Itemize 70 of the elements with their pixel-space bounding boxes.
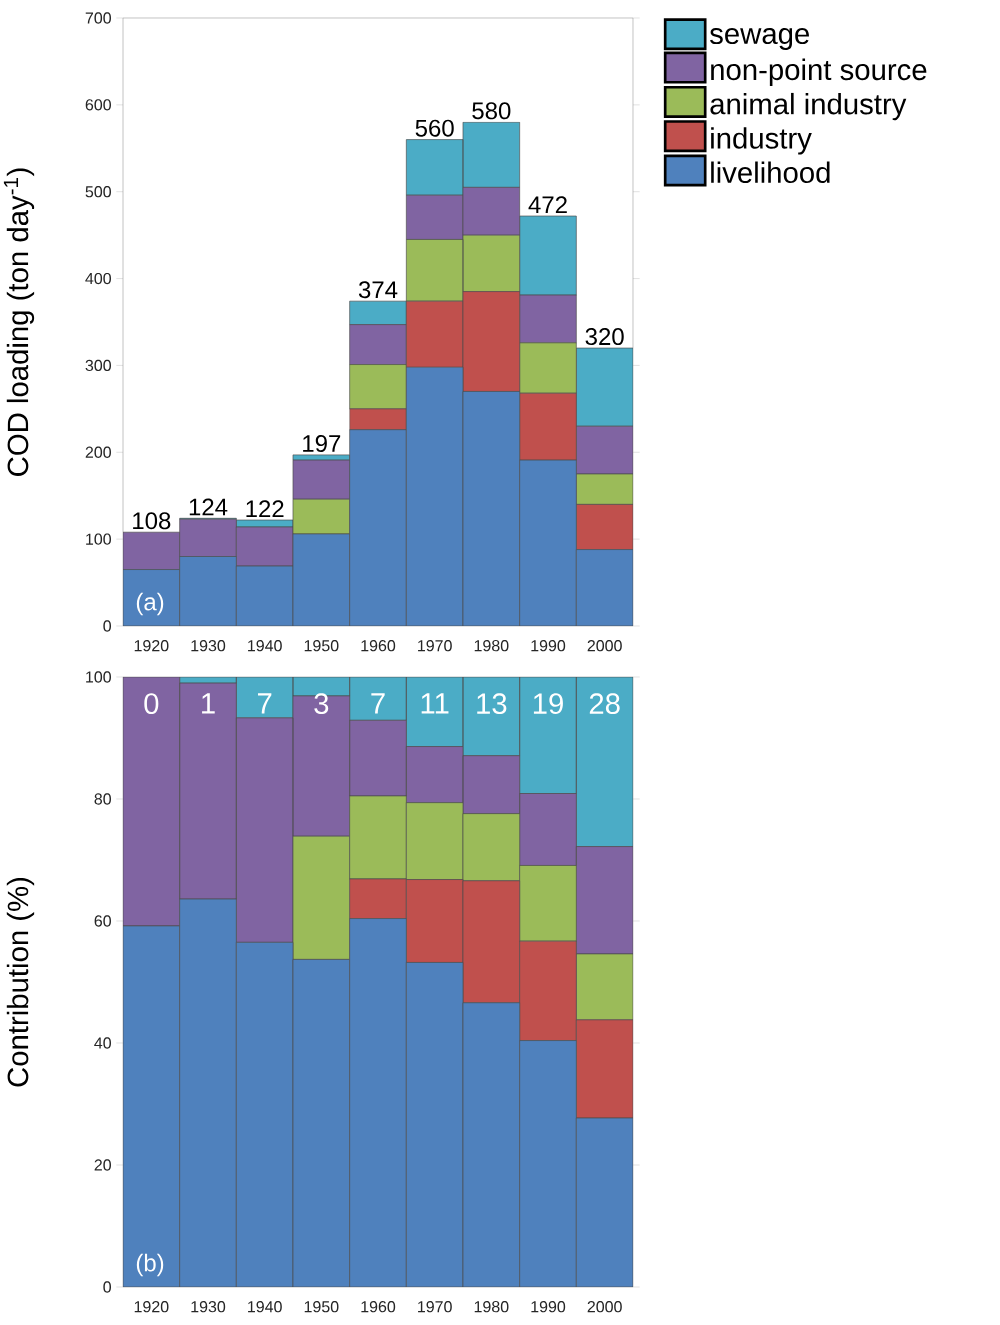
bar bbox=[292, 498, 350, 535]
data-label: 13 bbox=[477, 693, 507, 715]
total-label: 560 bbox=[415, 119, 454, 137]
x-tick-label: 2000 bbox=[587, 1301, 622, 1313]
y-tick-label: 0 bbox=[103, 620, 112, 632]
bar bbox=[405, 239, 464, 302]
x-tick-label: 1950 bbox=[304, 1301, 339, 1313]
y-tick-label: 20 bbox=[94, 1159, 111, 1171]
data-label: 7 bbox=[258, 693, 272, 714]
data-label: 1 bbox=[202, 693, 215, 714]
x-tick-label: 1980 bbox=[474, 640, 509, 652]
x-tick-label: 1990 bbox=[531, 640, 566, 652]
y-tick-label: 80 bbox=[94, 793, 111, 805]
x-tick-label: 1940 bbox=[248, 640, 282, 652]
y-tick-label: 300 bbox=[85, 359, 111, 372]
annotation: (a) bbox=[136, 592, 164, 616]
x-tick-label: 1960 bbox=[361, 640, 396, 652]
x-tick-label: 1960 bbox=[361, 1301, 396, 1313]
legend-label: animal industry bbox=[710, 92, 907, 121]
y-tick-label: 60 bbox=[94, 915, 111, 927]
x-tick-label: 1930 bbox=[191, 1301, 226, 1313]
data-label: 19 bbox=[533, 693, 563, 715]
y-axis-title: Contribution (%) bbox=[6, 877, 35, 1087]
y-tick-label: 0 bbox=[103, 1281, 111, 1293]
x-tick-label: 1970 bbox=[418, 1301, 452, 1313]
total-label: 124 bbox=[189, 498, 228, 516]
total-label: 122 bbox=[246, 500, 284, 518]
bar bbox=[349, 300, 407, 325]
y-axis-title: COD loading (ton day$^{-1}$) bbox=[3, 168, 35, 476]
x-tick-label: 1990 bbox=[531, 1301, 566, 1313]
data-label: 7 bbox=[371, 693, 385, 714]
y-tick-label: 400 bbox=[85, 272, 111, 285]
x-tick-label: 1980 bbox=[474, 1301, 509, 1313]
x-tick-label: 1950 bbox=[304, 640, 339, 652]
y-tick-label: 100 bbox=[86, 533, 111, 545]
data-label: 11 bbox=[421, 693, 449, 714]
bar bbox=[349, 364, 407, 410]
data-label: 28 bbox=[589, 693, 620, 715]
total-label: 108 bbox=[133, 512, 171, 530]
data-label: 0 bbox=[144, 693, 159, 715]
total-label: 320 bbox=[585, 328, 624, 346]
x-tick-label: 1920 bbox=[134, 1301, 169, 1313]
y-tick-label: 200 bbox=[85, 446, 111, 458]
bar bbox=[462, 121, 520, 188]
data-label: 3 bbox=[314, 693, 329, 715]
x-tick-label: 1970 bbox=[418, 640, 452, 652]
bar bbox=[575, 347, 633, 427]
x-tick-label: 2000 bbox=[587, 640, 622, 652]
x-tick-label: 1930 bbox=[191, 640, 226, 652]
y-tick-label: 500 bbox=[85, 186, 111, 198]
legend-label: industry bbox=[711, 127, 812, 155]
y-tick-label: 700 bbox=[85, 12, 111, 24]
bar bbox=[575, 473, 633, 505]
legend-label: non-point source bbox=[711, 58, 927, 86]
total-label: 197 bbox=[303, 434, 341, 452]
total-label: 580 bbox=[472, 102, 511, 120]
x-tick-label: 1940 bbox=[248, 1301, 282, 1313]
bar bbox=[519, 342, 577, 394]
y-tick-label: 100 bbox=[86, 671, 111, 683]
bar bbox=[462, 234, 520, 292]
total-label: 472 bbox=[528, 196, 567, 214]
x-tick-label: 1920 bbox=[134, 640, 169, 652]
legend-label: sewage bbox=[710, 28, 809, 50]
annotation: (b) bbox=[136, 1253, 164, 1277]
legend-label: livelihood bbox=[711, 161, 830, 184]
y-tick-label: 600 bbox=[85, 99, 111, 111]
y-tick-label: 40 bbox=[94, 1037, 111, 1049]
total-label: 374 bbox=[358, 281, 398, 299]
bar bbox=[405, 139, 464, 196]
bar bbox=[519, 215, 577, 296]
